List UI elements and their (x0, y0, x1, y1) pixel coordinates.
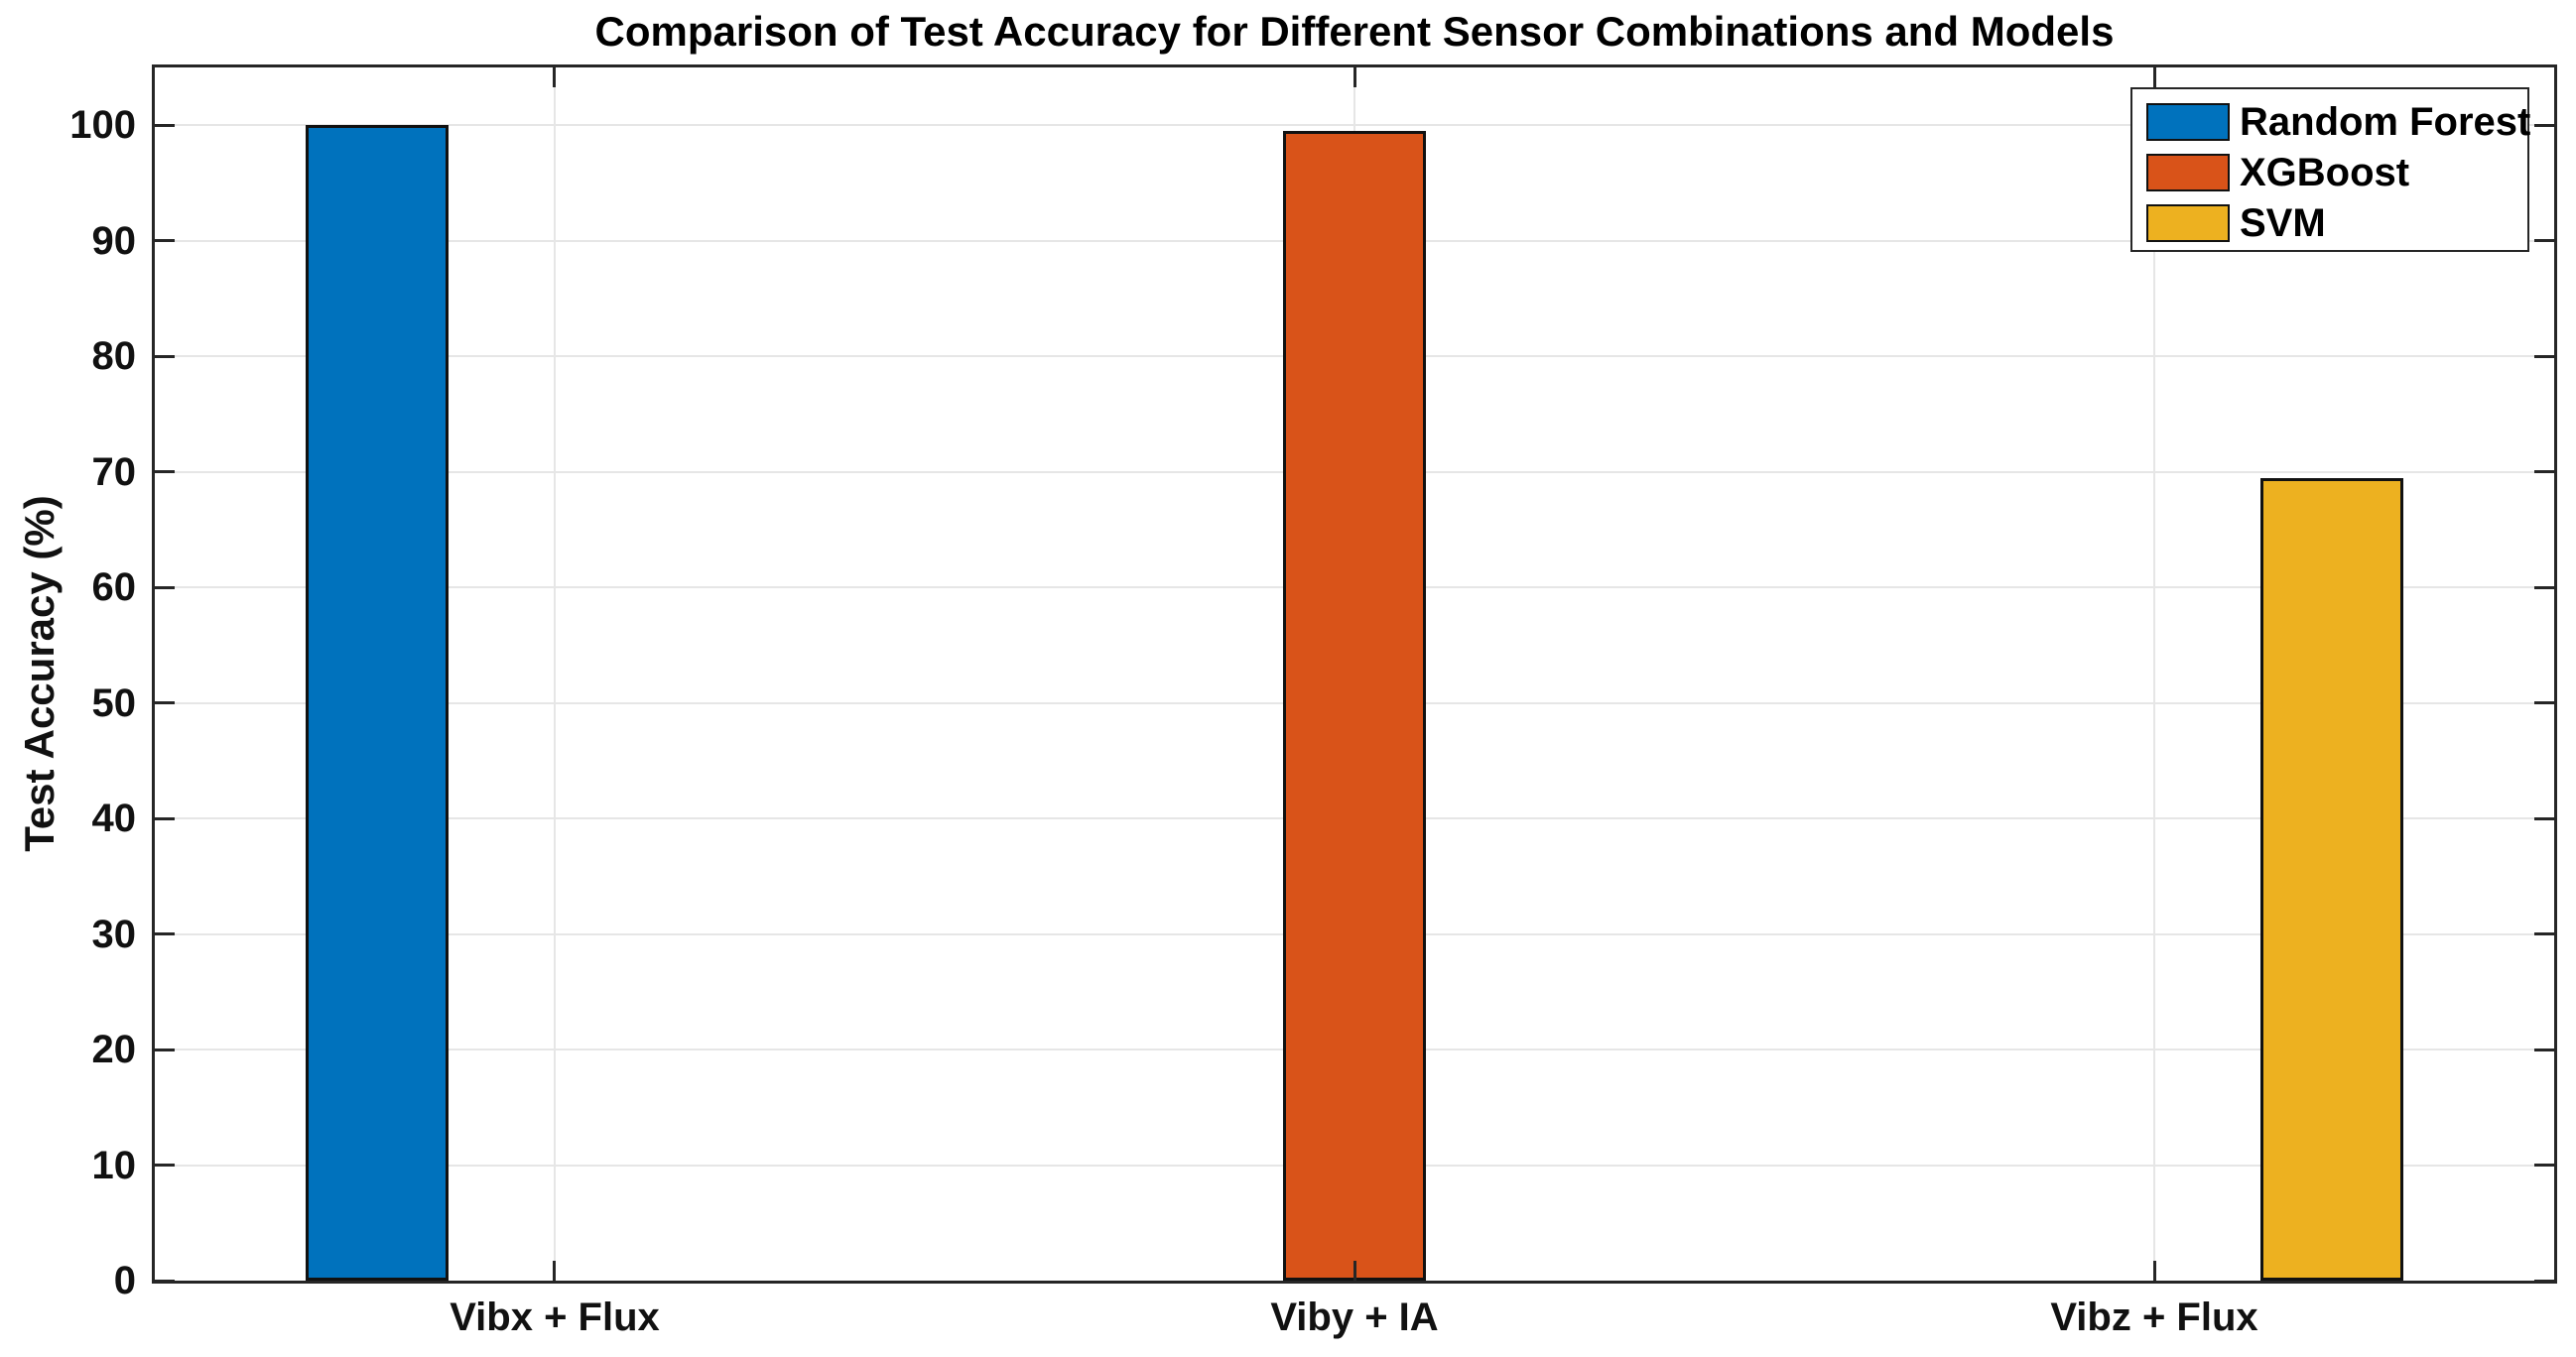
y-tick-label: 20 (91, 1028, 137, 1072)
y-tick-label: 60 (91, 565, 137, 610)
x-tick-mark-top (553, 67, 557, 87)
y-tick-mark-left (155, 701, 175, 705)
legend: Random Forest XGBoost SVM (2130, 87, 2531, 252)
y-tick-mark-right (2534, 1048, 2554, 1051)
plot-area (152, 64, 2557, 1284)
y-tick-mark-right (2534, 1279, 2554, 1283)
y-tick-mark-left (155, 1164, 175, 1168)
legend-swatch (2146, 102, 2230, 141)
y-tick-label: 70 (91, 449, 137, 494)
y-tick-mark-right (2534, 470, 2554, 474)
x-tick-mark-top (1352, 67, 1356, 87)
x-tick-mark-bottom (1352, 1261, 1356, 1281)
bar-random-forest (306, 125, 449, 1281)
x-tick-mark-top (2152, 67, 2156, 87)
y-tick-mark-left (155, 585, 175, 589)
x-tick-mark-bottom (553, 1261, 557, 1281)
y-tick-mark-right (2534, 239, 2554, 243)
x-tick-label: Vibx + Flux (450, 1295, 660, 1339)
legend-label: Random Forest (2240, 99, 2531, 144)
x-gridline (2153, 67, 2155, 1281)
y-tick-mark-right (2534, 354, 2554, 358)
chart-title: Comparison of Test Accuracy for Differen… (594, 8, 2115, 55)
y-tick-mark-left (155, 354, 175, 358)
y-tick-mark-left (155, 1048, 175, 1051)
y-tick-label: 0 (113, 1259, 136, 1302)
y-tick-label: 10 (91, 1143, 137, 1187)
y-tick-mark-right (2534, 585, 2554, 589)
legend-label: SVM (2240, 200, 2326, 245)
bar-xgboost (1283, 131, 1426, 1281)
legend-item: XGBoost (2146, 147, 2527, 197)
legend-label: XGBoost (2240, 150, 2410, 194)
y-tick-mark-right (2534, 1164, 2554, 1168)
y-tick-mark-left (155, 123, 175, 127)
y-tick-label: 30 (91, 912, 137, 956)
y-tick-label: 50 (91, 680, 137, 725)
legend-swatch (2146, 203, 2230, 242)
y-tick-mark-right (2534, 816, 2554, 820)
x-tick-label: Vibz + Flux (2050, 1295, 2258, 1339)
x-tick-mark-bottom (2152, 1261, 2156, 1281)
y-tick-mark-left (155, 816, 175, 820)
y-tick-mark-left (155, 470, 175, 474)
x-tick-label: Viby + IA (1270, 1295, 1439, 1339)
x-gridline (553, 67, 556, 1281)
y-tick-mark-right (2534, 123, 2554, 127)
y-tick-mark-left (155, 239, 175, 243)
y-tick-label: 40 (91, 797, 137, 841)
legend-item: SVM (2146, 197, 2527, 248)
legend-swatch (2146, 153, 2230, 191)
bar-svm (2260, 477, 2403, 1281)
legend-item: Random Forest (2146, 96, 2531, 147)
y-tick-label: 90 (91, 218, 137, 263)
y-tick-mark-right (2534, 701, 2554, 705)
y-tick-mark-right (2534, 932, 2554, 936)
y-tick-mark-left (155, 1279, 175, 1283)
y-tick-label: 100 (69, 103, 136, 148)
y-tick-mark-left (155, 932, 175, 936)
y-tick-label: 80 (91, 334, 137, 379)
